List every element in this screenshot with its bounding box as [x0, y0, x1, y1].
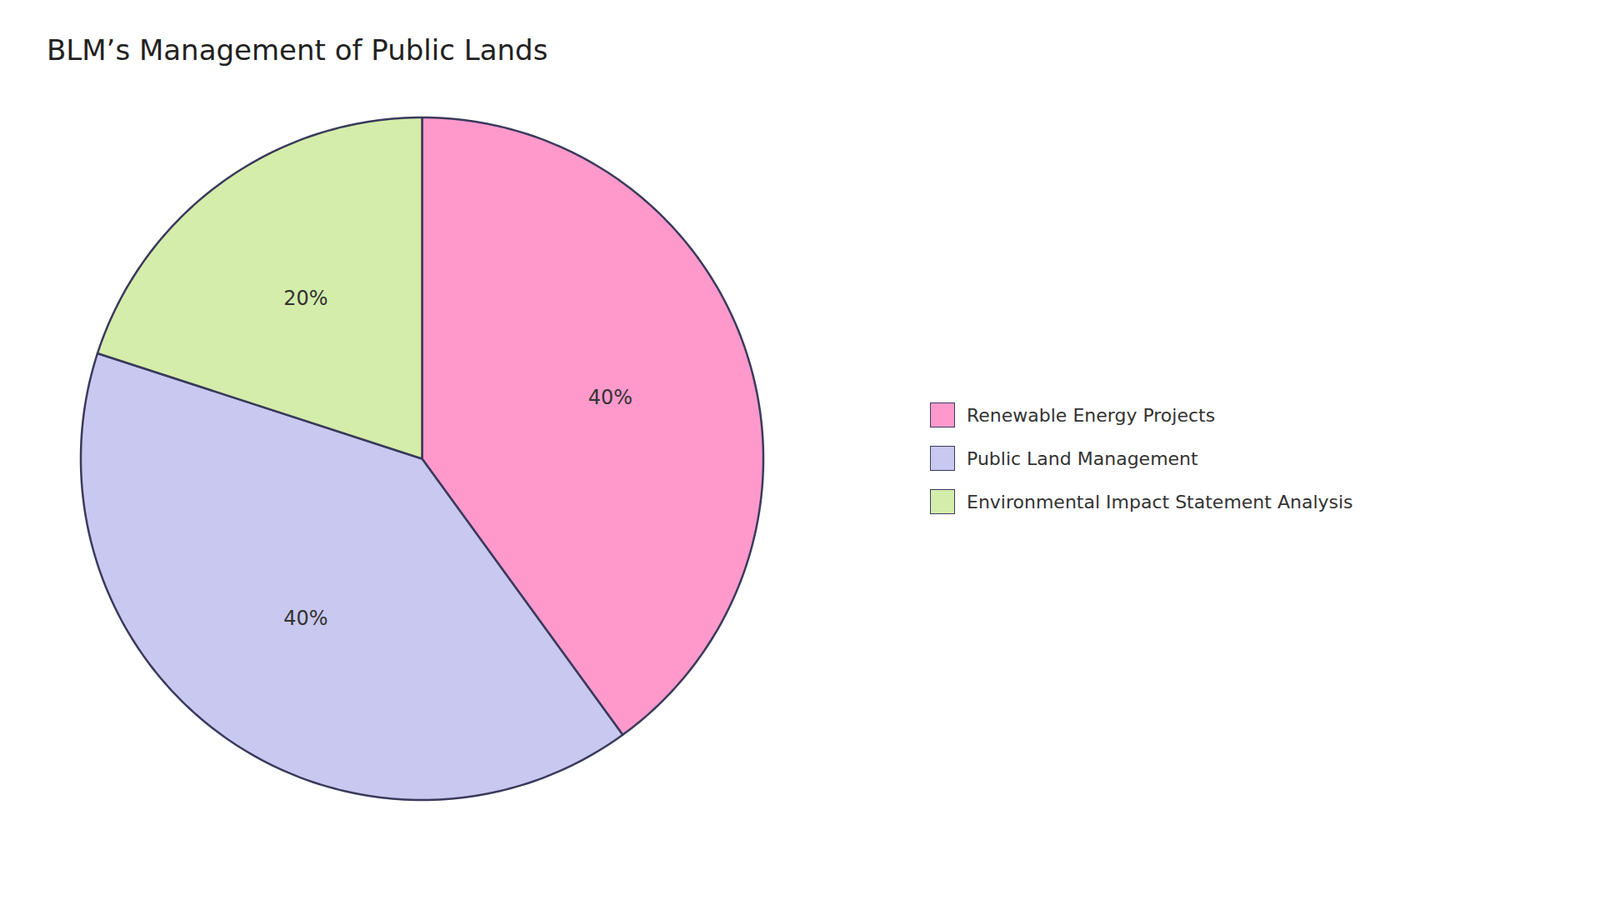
html-text:Environmental Impact Statement: Environmental Impact Statement Analysis [966, 491, 1353, 513]
svg-text:40%: 40% [283, 606, 328, 630]
svg-text:20%: 20% [283, 286, 328, 310]
svg-text:40%: 40% [588, 385, 633, 410]
html-text:BLM’s Management of Public Lan: BLM’s Management of Public Lands [46, 33, 548, 67]
html-text:Public Land Management: Public Land Management [966, 447, 1199, 469]
html-text:Renewable Energy Projects: Renewable Energy Projects [966, 404, 1216, 426]
